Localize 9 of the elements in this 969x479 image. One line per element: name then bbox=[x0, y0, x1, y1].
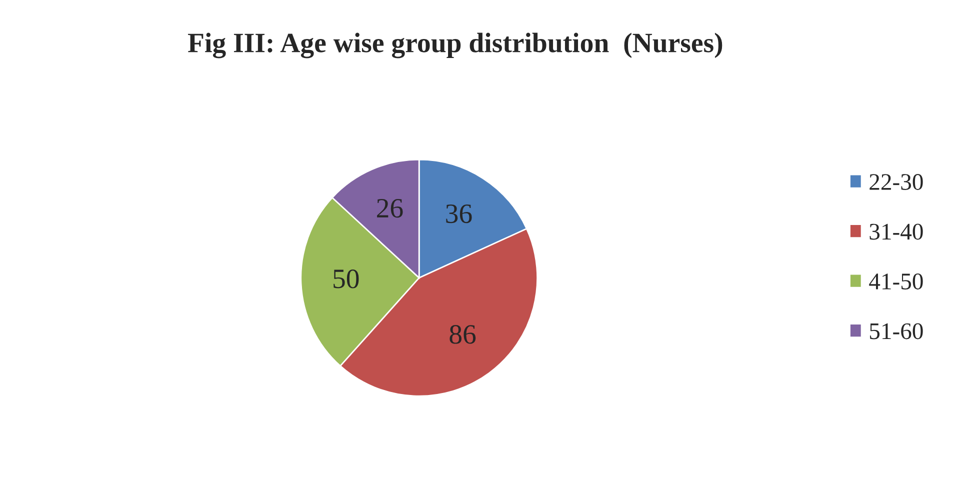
legend-label: 51-60 bbox=[870, 323, 923, 340]
data-label: 50 bbox=[334, 270, 359, 288]
data-label: 86 bbox=[450, 325, 476, 344]
chart-title: Fig III: Age wise group distribution (Nurses) bbox=[188, 32, 722, 58]
legend-label: 41-50 bbox=[869, 274, 923, 290]
data-label: 26 bbox=[377, 198, 403, 218]
legend-label: 22-30 bbox=[870, 174, 923, 190]
legend-label: 31-40 bbox=[870, 224, 923, 240]
data-label: 36 bbox=[446, 204, 472, 224]
